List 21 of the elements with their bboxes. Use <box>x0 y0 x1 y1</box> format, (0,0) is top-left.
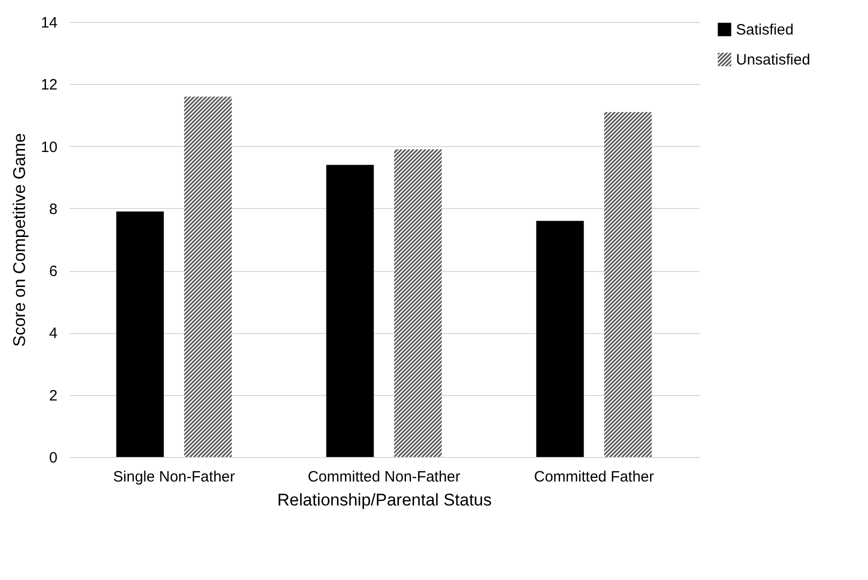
legend-label: Satisfied <box>736 22 794 38</box>
bar <box>184 96 232 457</box>
x-tick-label: Committed Father <box>534 468 654 486</box>
bar <box>604 112 652 457</box>
bar <box>394 149 442 457</box>
y-tick-label: 8 <box>49 200 58 218</box>
y-tick-label: 2 <box>49 387 58 404</box>
y-tick-label: 14 <box>40 14 58 32</box>
x-tick-label: Single Non-Father <box>113 468 235 486</box>
x-tick-label: Committed Non-Father <box>308 468 460 486</box>
y-tick-label: 6 <box>49 263 58 280</box>
x-axis-title: Relationship/Parental Status <box>277 490 492 510</box>
legend-label: Unsatisfied <box>736 52 810 68</box>
bar <box>536 220 584 457</box>
y-tick-label: 10 <box>40 138 58 156</box>
y-tick-label: 0 <box>49 450 58 466</box>
y-tick-label: 12 <box>40 76 58 94</box>
y-axis-title: Score on Competitive Game <box>10 133 29 347</box>
y-tick-label: 4 <box>49 325 58 342</box>
bar <box>326 164 374 457</box>
bar <box>116 212 164 457</box>
